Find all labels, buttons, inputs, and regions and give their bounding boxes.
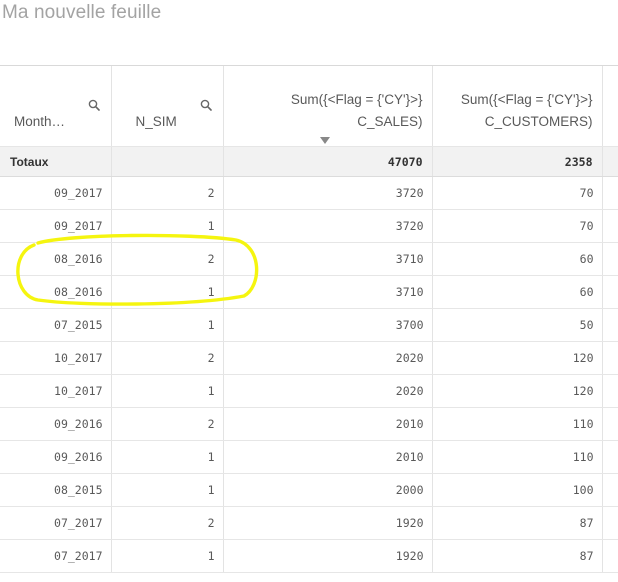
- table-row[interactable]: 07_2017 1 1920 87: [0, 539, 618, 573]
- cell-customers[interactable]: 60: [432, 275, 603, 309]
- cell-customers[interactable]: 50: [432, 308, 603, 342]
- cell-spacer: [602, 341, 618, 375]
- cell-spacer: [602, 506, 618, 540]
- cell-spacer: [602, 440, 618, 474]
- cell-spacer: [602, 473, 618, 507]
- cell-customers[interactable]: 87: [432, 539, 603, 573]
- totals-label: Totaux: [0, 146, 112, 177]
- totals-sales: 47070: [223, 146, 433, 177]
- column-header-spacer: [602, 66, 618, 147]
- table-row[interactable]: 08_2016 2 3710 60: [0, 242, 618, 276]
- cell-spacer: [602, 275, 618, 309]
- cell-customers[interactable]: 87: [432, 506, 603, 540]
- cell-sales[interactable]: 1920: [223, 539, 433, 573]
- sheet-title: Ma nouvelle feuille: [2, 2, 162, 23]
- search-icon[interactable]: [88, 99, 100, 111]
- cell-sales[interactable]: 2010: [223, 407, 433, 441]
- cell-customers[interactable]: 70: [432, 209, 603, 243]
- cell-n-sim[interactable]: 2: [111, 176, 224, 210]
- cell-spacer: [602, 242, 618, 276]
- cell-sales[interactable]: 3720: [223, 209, 433, 243]
- cell-customers[interactable]: 110: [432, 440, 603, 474]
- cell-n-sim[interactable]: 1: [111, 209, 224, 243]
- table-row[interactable]: 07_2015 1 3700 50: [0, 308, 618, 342]
- totals-n-sim: [111, 146, 224, 177]
- cell-month[interactable]: 09_2017: [0, 209, 112, 243]
- cell-customers[interactable]: 60: [432, 242, 603, 276]
- cell-sales[interactable]: 2010: [223, 440, 433, 474]
- cell-n-sim[interactable]: 2: [111, 506, 224, 540]
- table-row[interactable]: 10_2017 1 2020 120: [0, 374, 618, 408]
- cell-spacer: [602, 539, 618, 573]
- totals-row: Totaux 47070 2358: [0, 146, 618, 177]
- cell-sales[interactable]: 2020: [223, 341, 433, 375]
- table-body: 09_2017 2 3720 70 09_2017 1 3720 70 08_2016 2 3710…: [0, 176, 618, 573]
- cell-sales[interactable]: 3710: [223, 242, 433, 276]
- cell-month[interactable]: 09_2016: [0, 440, 112, 474]
- cell-customers[interactable]: 120: [432, 341, 603, 375]
- table-row[interactable]: 09_2017 1 3720 70: [0, 209, 618, 243]
- column-header-n-sim[interactable]: N_SIM: [111, 66, 224, 147]
- table-row[interactable]: 07_2017 2 1920 87: [0, 506, 618, 540]
- cell-month[interactable]: 10_2017: [0, 374, 112, 408]
- cell-month[interactable]: 08_2016: [0, 275, 112, 309]
- column-header-label-line1: Sum({<Flag = {'CY'}>}: [460, 92, 593, 107]
- cell-month[interactable]: 09_2016: [0, 407, 112, 441]
- cell-customers[interactable]: 110: [432, 407, 603, 441]
- cell-sales[interactable]: 2000: [223, 473, 433, 507]
- cell-customers[interactable]: 100: [432, 473, 603, 507]
- table-row[interactable]: 09_2017 2 3720 70: [0, 176, 618, 210]
- cell-spacer: [602, 176, 618, 210]
- totals-spacer: [602, 146, 618, 177]
- cell-month[interactable]: 07_2015: [0, 308, 112, 342]
- table-row[interactable]: 08_2016 1 3710 60: [0, 275, 618, 309]
- column-header-month[interactable]: Month…: [0, 66, 112, 147]
- cell-month[interactable]: 08_2015: [0, 473, 112, 507]
- cell-sales[interactable]: 3710: [223, 275, 433, 309]
- cell-n-sim[interactable]: 2: [111, 242, 224, 276]
- column-header-label-line2: C_SALES): [357, 114, 423, 129]
- table-row[interactable]: 08_2015 1 2000 100: [0, 473, 618, 507]
- cell-sales[interactable]: 1920: [223, 506, 433, 540]
- cell-n-sim[interactable]: 2: [111, 407, 224, 441]
- cell-spacer: [602, 209, 618, 243]
- data-table: Month… N_SIM Sum({<Flag = {'CY'}>} C_SAL…: [0, 66, 618, 573]
- table-row[interactable]: 09_2016 2 2010 110: [0, 407, 618, 441]
- search-icon[interactable]: [200, 99, 212, 111]
- column-header-sales[interactable]: Sum({<Flag = {'CY'}>} C_SALES): [223, 66, 433, 147]
- sort-descending-icon: [319, 137, 330, 144]
- cell-month[interactable]: 07_2017: [0, 539, 112, 573]
- cell-sales[interactable]: 3700: [223, 308, 433, 342]
- cell-month[interactable]: 08_2016: [0, 242, 112, 276]
- cell-sales[interactable]: 2020: [223, 374, 433, 408]
- column-header-label-line2: C_CUSTOMERS): [484, 114, 593, 129]
- column-header-customers[interactable]: Sum({<Flag = {'CY'}>} C_CUSTOMERS): [432, 66, 603, 147]
- cell-n-sim[interactable]: 2: [111, 341, 224, 375]
- table-row[interactable]: 10_2017 2 2020 120: [0, 341, 618, 375]
- column-header-label-line1: Sum({<Flag = {'CY'}>}: [290, 92, 423, 107]
- table-row[interactable]: 09_2016 1 2010 110: [0, 440, 618, 474]
- totals-customers: 2358: [432, 146, 603, 177]
- cell-n-sim[interactable]: 1: [111, 308, 224, 342]
- cell-spacer: [602, 374, 618, 408]
- cell-spacer: [602, 407, 618, 441]
- column-header-label: N_SIM: [135, 114, 177, 129]
- cell-n-sim[interactable]: 1: [111, 440, 224, 474]
- cell-n-sim[interactable]: 1: [111, 374, 224, 408]
- column-header-label: Month…: [14, 114, 66, 129]
- cell-n-sim[interactable]: 1: [111, 473, 224, 507]
- cell-month[interactable]: 07_2017: [0, 506, 112, 540]
- cell-customers[interactable]: 120: [432, 374, 603, 408]
- cell-spacer: [602, 308, 618, 342]
- cell-month[interactable]: 10_2017: [0, 341, 112, 375]
- cell-customers[interactable]: 70: [432, 176, 603, 210]
- header-row: Month… N_SIM Sum({<Flag = {'CY'}>} C_SAL…: [0, 66, 618, 147]
- cell-month[interactable]: 09_2017: [0, 176, 112, 210]
- cell-n-sim[interactable]: 1: [111, 539, 224, 573]
- data-table-container[interactable]: Month… N_SIM Sum({<Flag = {'CY'}>} C_SAL…: [0, 65, 618, 582]
- cell-n-sim[interactable]: 1: [111, 275, 224, 309]
- cell-sales[interactable]: 3720: [223, 176, 433, 210]
